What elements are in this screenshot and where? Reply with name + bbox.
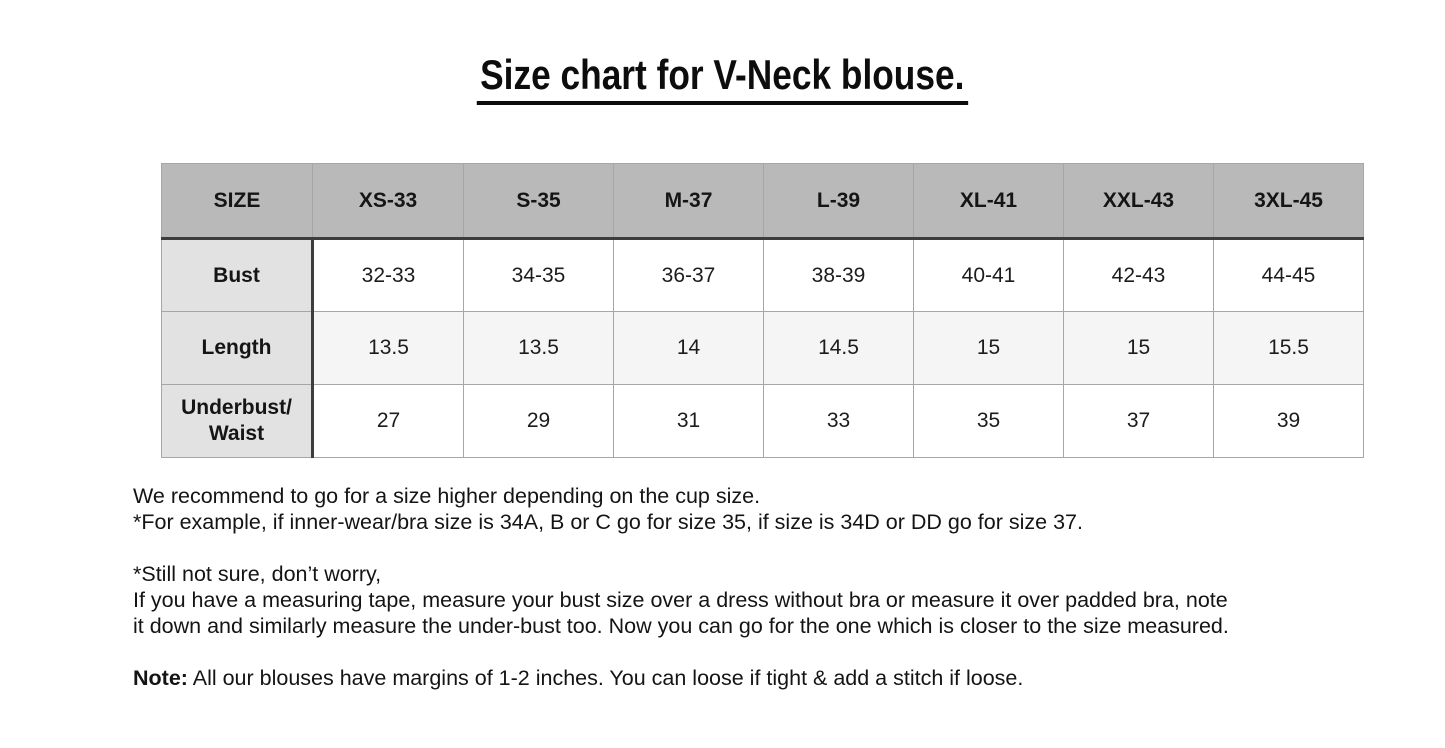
length-value-cell: 15.5 [1213, 311, 1364, 385]
title-row: Size chart for V-Neck blouse. [0, 52, 1445, 105]
underbust-value-cell: 37 [1063, 384, 1214, 458]
underbust-value-cell: 35 [913, 384, 1064, 458]
table-row-bust: Bust 32-33 34-35 36-37 38-39 40-41 42-43… [161, 238, 1364, 312]
length-value-cell: 14 [613, 311, 764, 385]
underbust-value-cell: 33 [763, 384, 914, 458]
row-label-underbust-waist: Underbust/ Waist [161, 384, 314, 458]
underbust-value-cell: 27 [312, 384, 464, 458]
length-value-cell: 14.5 [763, 311, 914, 385]
note-line: We recommend to go for a size higher dep… [133, 484, 761, 508]
bust-value-cell: 36-37 [613, 238, 764, 312]
size-header-m: M-37 [613, 163, 764, 240]
bust-value-cell: 40-41 [913, 238, 1064, 312]
underbust-value-cell: 29 [463, 384, 614, 458]
note-line: *Still not sure, don’t worry, [133, 562, 382, 586]
note-label: Note: [133, 666, 188, 690]
bust-value-cell: 32-33 [312, 238, 464, 312]
size-chart-table: SIZE XS-33 S-35 M-37 L-39 XL-41 XXL-43 3… [161, 163, 1364, 458]
note-line: *For example, if inner-wear/bra size is … [133, 510, 1083, 534]
row-label-bust: Bust [161, 238, 314, 312]
note-line: it down and similarly measure the under-… [133, 614, 1229, 638]
size-header-xl: XL-41 [913, 163, 1064, 240]
size-header-xxl: XXL-43 [1063, 163, 1214, 240]
size-column-header: SIZE [161, 163, 313, 240]
note-paragraph-cup-size: We recommend to go for a size higher dep… [133, 483, 1229, 535]
underbust-value-cell: 31 [613, 384, 764, 458]
length-value-cell: 15 [913, 311, 1064, 385]
table-row-underbust: Underbust/ Waist 27 29 31 33 35 37 39 [161, 384, 1364, 458]
size-header-s: S-35 [463, 163, 614, 240]
note-paragraph-margins: Note: All our blouses have margins of 1-… [133, 665, 1229, 691]
size-header-xs: XS-33 [312, 163, 464, 240]
table-header-row: SIZE XS-33 S-35 M-37 L-39 XL-41 XXL-43 3… [161, 163, 1364, 240]
bust-value-cell: 42-43 [1063, 238, 1214, 312]
note-text: All our blouses have margins of 1-2 inch… [187, 666, 1024, 690]
row-label-length: Length [161, 311, 314, 385]
size-header-l: L-39 [763, 163, 914, 240]
page-title: Size chart for V-Neck blouse. [476, 52, 968, 105]
bust-value-cell: 38-39 [763, 238, 914, 312]
note-paragraph-measuring: *Still not sure, don’t worry, If you hav… [133, 561, 1229, 639]
notes-block: We recommend to go for a size higher dep… [133, 483, 1229, 717]
bust-value-cell: 44-45 [1213, 238, 1364, 312]
bust-value-cell: 34-35 [463, 238, 614, 312]
size-header-3xl: 3XL-45 [1213, 163, 1364, 240]
note-line: If you have a measuring tape, measure yo… [133, 588, 1228, 612]
length-value-cell: 13.5 [463, 311, 614, 385]
length-value-cell: 15 [1063, 311, 1214, 385]
length-value-cell: 13.5 [312, 311, 464, 385]
underbust-value-cell: 39 [1213, 384, 1364, 458]
table-row-length: Length 13.5 13.5 14 14.5 15 15 15.5 [161, 311, 1364, 385]
